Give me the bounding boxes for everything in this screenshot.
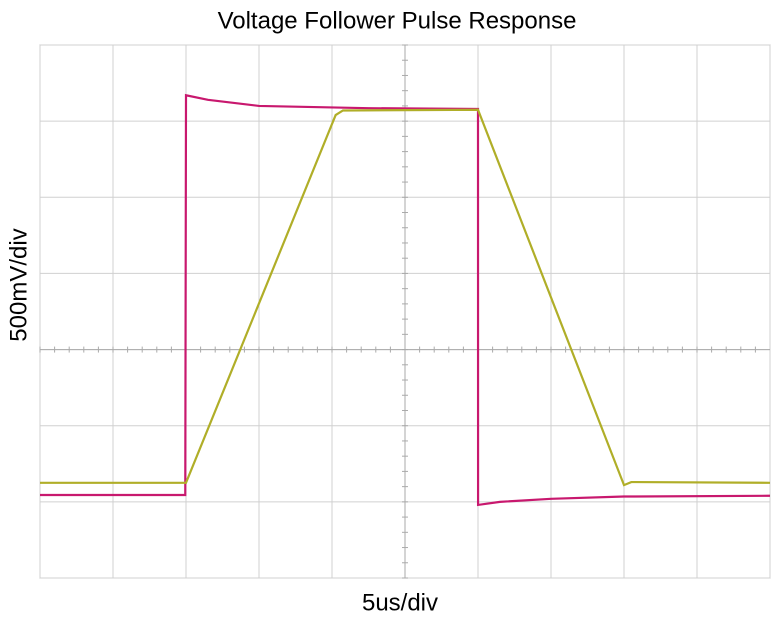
x-axis-label: 5us/div [362, 589, 438, 616]
chart-title: Voltage Follower Pulse Response [218, 7, 577, 34]
trace [40, 108, 771, 487]
trace [40, 93, 771, 507]
y-axis-label: 500mV/div [5, 228, 32, 341]
